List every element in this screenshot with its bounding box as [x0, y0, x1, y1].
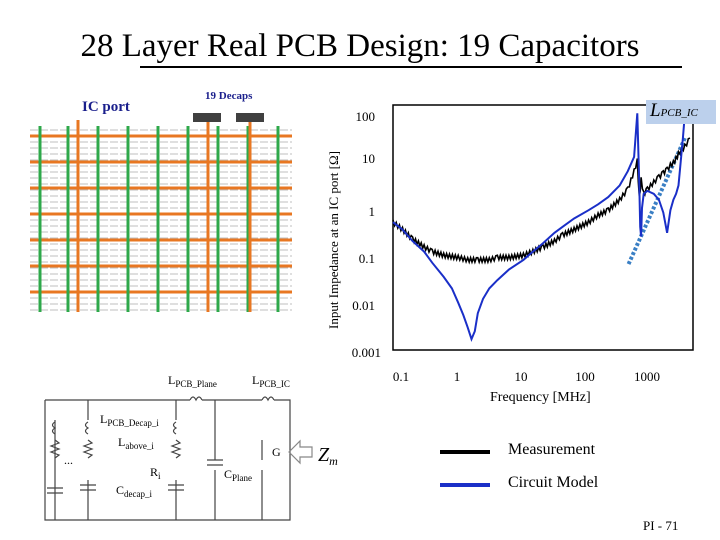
y-tick-label: 1: [368, 204, 376, 219]
capacitor-decap-1: [80, 484, 96, 491]
pcb-plane-dashes: [30, 129, 292, 311]
y-tick-label: 10: [362, 151, 375, 166]
capacitor-plane: [207, 459, 223, 466]
annotation-l-pcb-ic-box: [646, 100, 716, 124]
x-tick-label: 10: [514, 369, 528, 384]
pcb-vertical-orange-vias: [76, 120, 252, 312]
y-tick-label: 0.1: [358, 251, 375, 266]
y-tick-label: 0.01: [352, 298, 375, 313]
decaps-label: 19 Decaps: [205, 90, 253, 102]
inductor-pcb-plane: [189, 396, 203, 402]
y-tick-label: 100: [355, 109, 376, 124]
label-c-plane: CPlane: [224, 467, 252, 483]
ic-port-label: IC port: [82, 99, 130, 115]
resistor-2: [170, 439, 182, 459]
label-l-pcb-decap: LPCB_Decap_i: [100, 412, 159, 428]
label-c-decap: Cdecap_i: [116, 483, 152, 499]
plot-frame: [392, 104, 694, 351]
decap-component-1: [193, 113, 221, 122]
branch-wires: [54, 400, 216, 520]
pcb-vertical-green-lines: [38, 126, 280, 312]
page-number: PI - 71: [643, 518, 679, 533]
inductor-branch-left: [51, 421, 57, 435]
pcb-layer-diagram: [30, 113, 292, 312]
decap-component-2: [236, 113, 264, 122]
circuit-top-wire: [44, 399, 291, 521]
circuit-schematic: [44, 396, 313, 521]
capacitor-decap-left: [47, 487, 63, 494]
x-tick-label: 100: [575, 369, 595, 384]
inductor-branch-2: [172, 421, 178, 435]
x-axis-label: Frequency [MHz]: [490, 390, 591, 405]
series-reference-line: [625, 137, 687, 267]
series-lines: [392, 113, 691, 342]
label-l-pcb-plane: LPCB_Plane: [168, 373, 217, 389]
x-tick-label: 1: [453, 369, 461, 384]
legend-circuit-model: Circuit Model: [508, 474, 599, 491]
label-l-pcb-ic: LPCB_IC: [252, 373, 290, 389]
title-underline: [140, 66, 682, 68]
reference-slope-line: [625, 137, 687, 267]
capacitor-decap-2: [168, 484, 184, 491]
y-tick-label: 0.001: [351, 345, 381, 360]
series-circuit-model-line: [392, 113, 686, 342]
resistor-left: [49, 439, 61, 459]
y-axis-label: Input Impedance at an IC port [Ω]: [326, 151, 341, 329]
label-r: Ri: [150, 465, 161, 481]
legend-measurement: Measurement: [508, 441, 596, 458]
label-l-above: Labove_i: [118, 435, 154, 451]
label-zm: Zm: [318, 444, 338, 468]
annotation-l-pcb-ic: LPCB_IC: [650, 100, 698, 121]
x-tick-label: 0.1: [392, 369, 410, 384]
inductor-branch-1: [84, 421, 90, 435]
label-port-g: G: [272, 445, 281, 459]
circuit-labels: LPCB_Plane LPCB_IC LPCB_Decap_i Labove_i…: [64, 373, 338, 499]
resistor-1: [82, 439, 94, 459]
label-ellipsis: ...: [64, 453, 73, 467]
impedance-chart: [392, 104, 694, 351]
port-arrow: [288, 439, 313, 465]
page-title: 28 Layer Real PCB Design: 19 Capacitors: [80, 28, 640, 64]
inductor-pcb-ic: [261, 396, 275, 402]
x-tick-label: 1000: [634, 369, 660, 384]
